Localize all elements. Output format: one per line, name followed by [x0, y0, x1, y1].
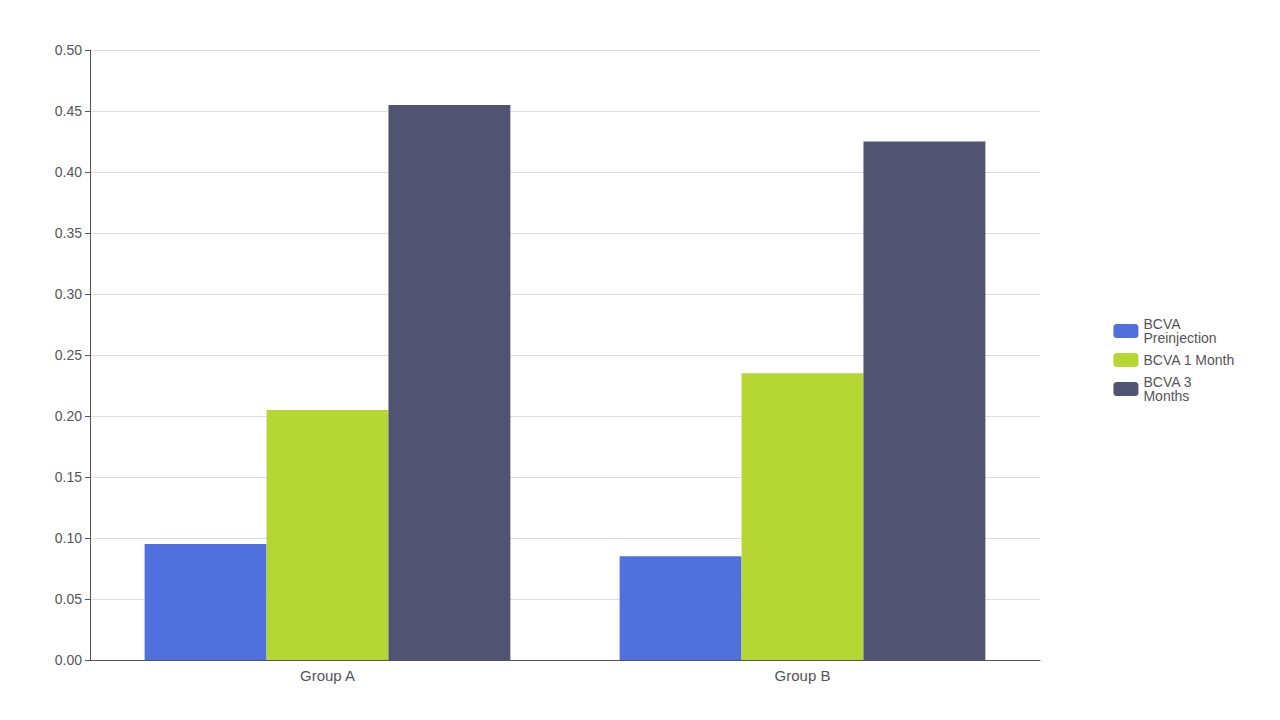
- svg-text:BCVA 3: BCVA 3: [1143, 374, 1192, 390]
- svg-text:0.15: 0.15: [55, 469, 82, 485]
- svg-text:Group A: Group A: [300, 667, 355, 684]
- svg-text:0.25: 0.25: [55, 347, 82, 363]
- svg-text:0.20: 0.20: [55, 408, 82, 424]
- svg-text:0.45: 0.45: [55, 103, 82, 119]
- svg-text:0.35: 0.35: [55, 225, 82, 241]
- svg-text:BCVA: BCVA: [1143, 316, 1181, 332]
- svg-text:0.05: 0.05: [55, 591, 82, 607]
- svg-text:0.50: 0.50: [55, 42, 82, 58]
- svg-text:Preinjection: Preinjection: [1143, 330, 1216, 346]
- svg-text:BCVA 1 Month: BCVA 1 Month: [1143, 352, 1234, 368]
- svg-text:0.40: 0.40: [55, 164, 82, 180]
- svg-text:0.30: 0.30: [55, 286, 82, 302]
- svg-text:Group B: Group B: [775, 667, 831, 684]
- svg-text:0.10: 0.10: [55, 530, 82, 546]
- svg-text:Months: Months: [1143, 388, 1189, 404]
- svg-text:0.00: 0.00: [55, 652, 82, 668]
